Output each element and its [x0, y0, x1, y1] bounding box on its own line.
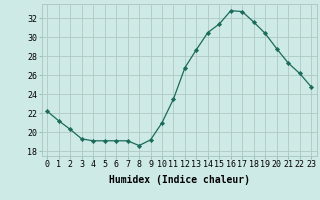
X-axis label: Humidex (Indice chaleur): Humidex (Indice chaleur) — [109, 175, 250, 185]
